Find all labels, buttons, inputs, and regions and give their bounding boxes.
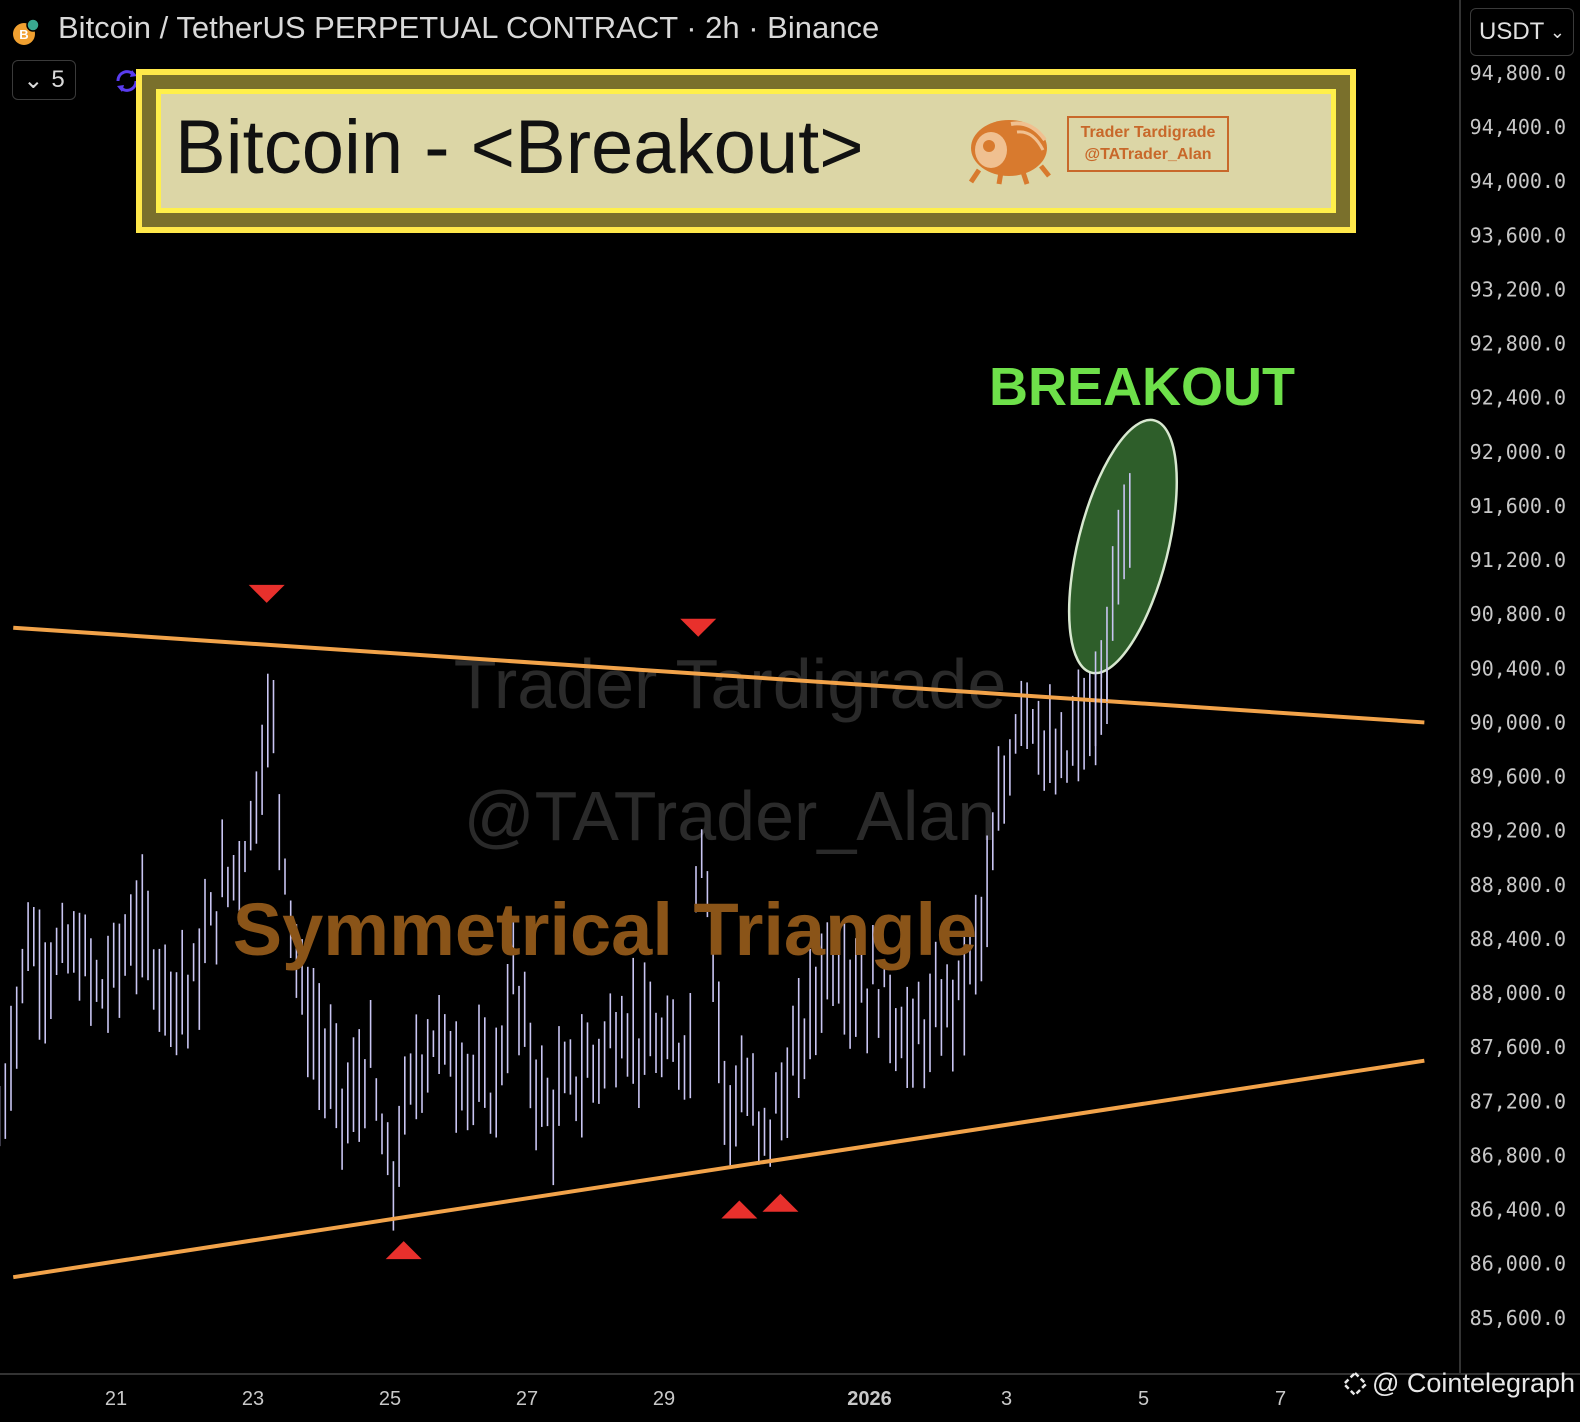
y-tick-label: 88,000.0	[1470, 981, 1566, 1005]
bitcoin-icon: B	[13, 18, 40, 45]
y-tick-label: 88,800.0	[1470, 873, 1566, 897]
brand-handle: @TATrader_Alan	[1084, 146, 1212, 163]
y-tick-label: 90,400.0	[1470, 656, 1566, 680]
y-tick-label: 89,600.0	[1470, 765, 1566, 789]
lower-trendline	[12, 1058, 1425, 1280]
y-tick-label: 92,000.0	[1470, 440, 1566, 464]
source-credit: @ Cointelegraph	[1342, 1368, 1575, 1399]
x-tick-label: 7	[1275, 1388, 1286, 1410]
watermark-line1: Trader Tardigrade	[454, 645, 1007, 723]
chevron-down-icon: ⌄	[1549, 21, 1565, 42]
y-tick-label: 93,600.0	[1470, 223, 1566, 247]
tardigrade-logo-icon	[968, 120, 1051, 185]
y-tick-label: 85,600.0	[1470, 1306, 1566, 1330]
x-tick-label: 3	[1001, 1388, 1012, 1410]
y-tick-label: 87,200.0	[1470, 1089, 1566, 1113]
indicator-count: 5	[51, 66, 65, 93]
title-banner: Bitcoin - <Breakout> Trader Tardigrade @…	[136, 69, 1356, 233]
support-marker	[762, 1193, 799, 1212]
brand-name: Trader Tardigrade	[1080, 124, 1216, 141]
y-tick-label: 92,800.0	[1470, 332, 1566, 356]
y-tick-label: 86,400.0	[1470, 1198, 1566, 1222]
y-tick-label: 90,800.0	[1470, 602, 1566, 626]
y-tick-label: 91,200.0	[1470, 548, 1566, 572]
y-tick-label: 93,200.0	[1470, 277, 1566, 301]
svg-text:B: B	[19, 27, 28, 42]
y-tick-label: 94,000.0	[1470, 169, 1566, 193]
y-tick-label: 94,800.0	[1470, 61, 1566, 85]
symbol-title: Bitcoin / TetherUS PERPETUAL CONTRACT · …	[58, 10, 880, 45]
watermark-line2: @TATrader_Alan	[464, 777, 997, 855]
y-tick-label: 92,400.0	[1470, 386, 1566, 410]
x-tick-label: 5	[1138, 1388, 1149, 1410]
x-tick-label: 29	[653, 1388, 675, 1410]
x-tick-label: 27	[516, 1388, 538, 1410]
y-tick-label: 91,600.0	[1470, 494, 1566, 518]
resistance-marker	[248, 584, 285, 603]
currency-label: USDT	[1479, 18, 1545, 45]
support-marker	[721, 1200, 758, 1219]
breakout-label: BREAKOUT	[989, 357, 1295, 417]
y-tick-label: 86,800.0	[1470, 1143, 1566, 1167]
y-tick-label: 88,400.0	[1470, 927, 1566, 951]
credit-text: @ Cointelegraph	[1372, 1368, 1576, 1398]
x-tick-label: 21	[105, 1388, 127, 1410]
support-marker	[385, 1241, 422, 1260]
y-tick-label: 90,000.0	[1470, 710, 1566, 734]
resistance-marker	[680, 618, 717, 637]
y-tick-label: 94,400.0	[1470, 115, 1566, 139]
y-tick-label: 89,200.0	[1470, 819, 1566, 843]
pattern-label: Symmetrical Triangle	[233, 888, 977, 971]
banner-title: Bitcoin - <Breakout>	[175, 105, 864, 190]
x-tick-label: 25	[379, 1388, 401, 1410]
y-tick-label: 86,000.0	[1470, 1252, 1566, 1276]
currency-select[interactable]: USDT ⌄	[1470, 8, 1574, 56]
refresh-icon[interactable]	[112, 66, 142, 96]
collapse-indicators-button[interactable]: ⌄ 5	[12, 60, 76, 100]
x-tick-label: 2026	[847, 1388, 892, 1410]
chevron-down-icon: ⌄	[23, 66, 44, 94]
y-tick-label: 87,600.0	[1470, 1035, 1566, 1059]
breakout-ellipse	[1067, 418, 1179, 675]
brand-box: Trader Tardigrade @TATrader_Alan	[1067, 116, 1229, 172]
cointelegraph-icon	[1342, 1370, 1368, 1397]
x-tick-label: 23	[242, 1388, 264, 1410]
upper-trendline	[13, 625, 1425, 725]
